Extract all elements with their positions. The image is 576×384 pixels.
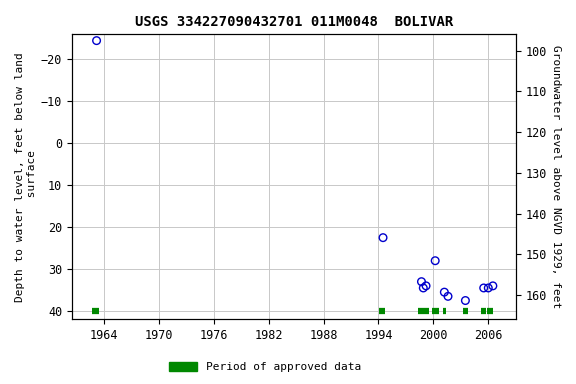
- Point: [419, 285, 428, 291]
- Y-axis label: Depth to water level, feet below land
 surface: Depth to water level, feet below land su…: [15, 52, 37, 302]
- Point: [479, 285, 488, 291]
- Point: [444, 293, 453, 300]
- Point: [484, 285, 493, 291]
- Legend: Period of approved data: Period of approved data: [165, 357, 365, 377]
- Y-axis label: Groundwater level above NGVD 1929, feet: Groundwater level above NGVD 1929, feet: [551, 45, 561, 308]
- Title: USGS 334227090432701 011M0048  BOLIVAR: USGS 334227090432701 011M0048 BOLIVAR: [135, 15, 453, 29]
- Point: [378, 235, 388, 241]
- Point: [439, 289, 449, 295]
- Point: [431, 258, 440, 264]
- Point: [417, 279, 426, 285]
- Point: [488, 283, 498, 289]
- Point: [422, 283, 431, 289]
- Point: [461, 298, 470, 304]
- Point: [92, 38, 101, 44]
